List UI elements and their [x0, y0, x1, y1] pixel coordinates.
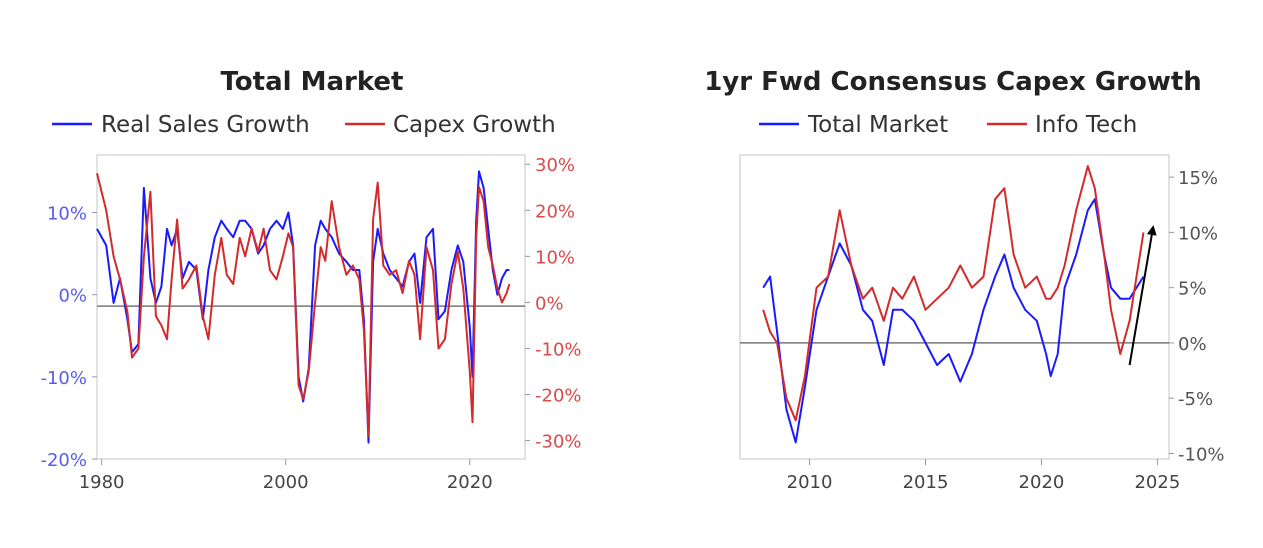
x-tick-label: 2020	[1019, 472, 1065, 493]
plot-frame	[739, 154, 1170, 460]
series-line-info-tech	[762, 165, 1145, 422]
y-right-tick-label: -5%	[1178, 389, 1213, 410]
y-right-tick-label: 10%	[535, 247, 575, 268]
x-tick-label: 2010	[787, 472, 833, 493]
y-left-tick-label: -10%	[40, 368, 87, 389]
series-line-capex-growth	[96, 173, 511, 437]
x-tick-label: 1980	[79, 472, 125, 493]
y-right-tick-label: 10%	[1178, 223, 1218, 244]
legend-label-info-tech: Info Tech	[1035, 112, 1137, 138]
y-axis-left: 10% 0% -10% -20%	[40, 204, 97, 471]
y-right-tick-label: -10%	[1178, 444, 1225, 465]
y-right-tick-label: 5%	[1178, 279, 1207, 300]
x-axis: 1980 2000 2020	[79, 459, 493, 493]
x-axis: 2010 2015 2020 2025	[787, 459, 1180, 493]
y-right-tick-label: 0%	[535, 293, 564, 314]
legend-label-capex-growth: Capex Growth	[393, 112, 556, 138]
trend-arrow-annotation	[1128, 225, 1157, 366]
chart-title: Total Market	[221, 67, 404, 97]
chart-title: 1yr Fwd Consensus Capex Growth	[704, 67, 1202, 97]
y-right-tick-label: 30%	[535, 155, 575, 176]
legend: Total Market Info Tech	[759, 112, 1137, 138]
chart-total-market: Total Market Real Sales Growth Capex Gro…	[40, 67, 581, 493]
y-left-tick-label: 0%	[58, 286, 87, 307]
x-tick-label: 2025	[1134, 472, 1180, 493]
series-lines	[96, 170, 511, 444]
legend-label-real-sales-growth: Real Sales Growth	[101, 112, 310, 138]
x-tick-label: 2020	[447, 472, 493, 493]
y-left-tick-label: -20%	[40, 450, 87, 471]
plot-frame	[96, 154, 526, 460]
legend-label-total-market: Total Market	[807, 112, 948, 138]
y-right-tick-label: -10%	[535, 339, 582, 360]
y-right-tick-label: 15%	[1178, 168, 1218, 189]
series-line-real-sales-growth	[96, 170, 510, 444]
legend: Real Sales Growth Capex Growth	[52, 112, 556, 138]
chart-capex-consensus: 1yr Fwd Consensus Capex Growth Total Mar…	[704, 67, 1224, 493]
y-right-tick-label: 0%	[1178, 334, 1207, 355]
series-line-total-market	[762, 198, 1145, 444]
y-right-tick-label: -20%	[535, 386, 582, 407]
x-tick-label: 2015	[903, 472, 949, 493]
series-lines	[762, 165, 1145, 444]
y-right-tick-label: -30%	[535, 432, 582, 453]
y-axis-right: 15% 10% 5% 0% -5% -10%	[1169, 168, 1225, 465]
x-tick-label: 2000	[263, 472, 309, 493]
y-axis-right: 30% 20% 10% 0% -10% -20% -30%	[525, 155, 582, 453]
y-left-tick-label: 10%	[47, 204, 87, 225]
y-right-tick-label: 20%	[535, 201, 575, 222]
